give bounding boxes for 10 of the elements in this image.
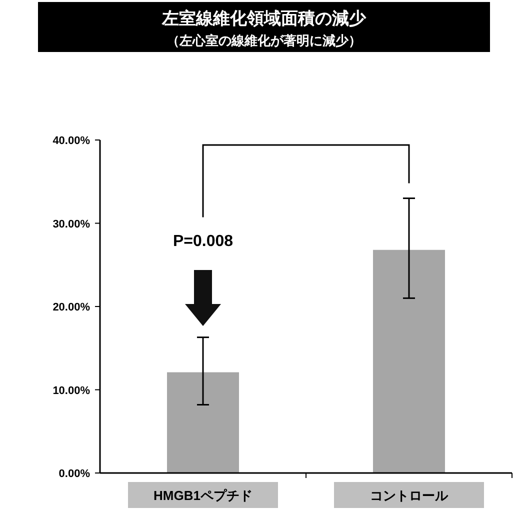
y-tick-label: 40.00%: [52, 135, 90, 147]
y-tick-label: 0.00%: [58, 468, 90, 480]
chart-subtitle: （左心室の線維化が著明に減少）: [166, 33, 362, 48]
y-tick-label: 20.00%: [52, 302, 90, 314]
chart-title: 左室線維化領域面積の減少: [161, 9, 367, 28]
annotation: P=0.008: [172, 233, 234, 250]
y-tick-label: 10.00%: [52, 384, 90, 397]
x-tick-label: コントロール: [370, 488, 449, 503]
y-tick-label: 30.00%: [52, 218, 90, 230]
x-tick-label: HMGB1ペプチド: [154, 488, 252, 503]
